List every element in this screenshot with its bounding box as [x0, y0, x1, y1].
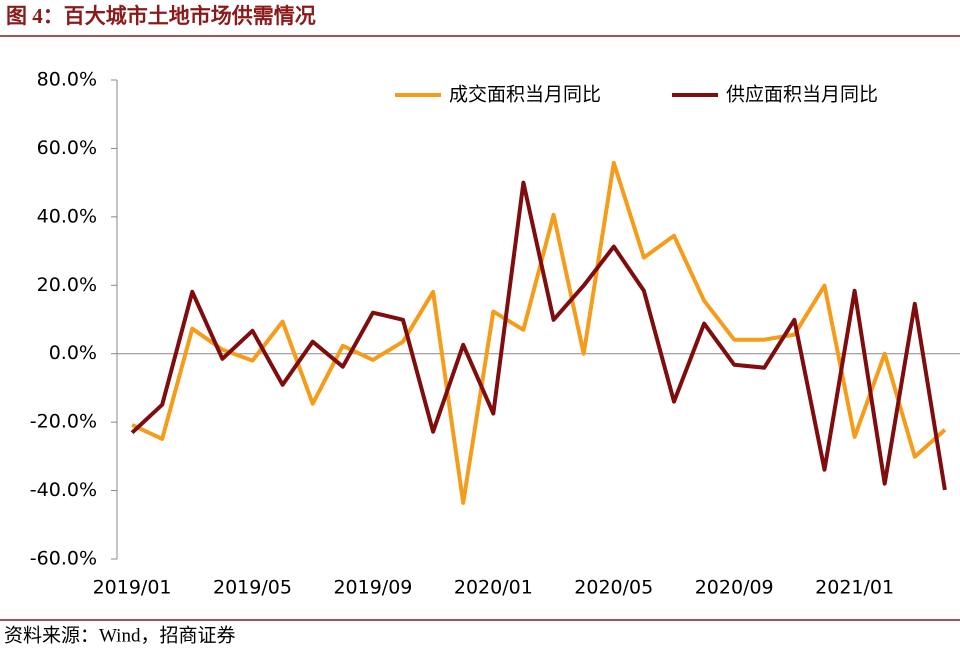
y-tick-label: 20.0% [37, 274, 97, 296]
chart-title: 图 4：百大城市土地市场供需情况 [6, 4, 316, 28]
x-tick-label: 2020/05 [574, 577, 653, 599]
series-line [131, 160, 947, 505]
x-tick-label: 2021/01 [815, 577, 894, 599]
x-tick-label: 2020/01 [454, 577, 533, 599]
legend-label: 成交面积当月同比 [449, 84, 601, 106]
x-tick-label: 2020/09 [695, 577, 774, 599]
y-tick-label: 40.0% [37, 205, 97, 227]
y-tick-label: -20.0% [30, 411, 97, 433]
x-tick-label: 2019/05 [213, 577, 292, 599]
legend-label: 供应面积当月同比 [726, 84, 878, 106]
y-tick-label: 60.0% [37, 137, 97, 159]
series-line [130, 180, 947, 491]
y-tick-label: 0.0% [49, 342, 97, 364]
x-tick-label: 2019/01 [93, 577, 172, 599]
y-tick-label: -60.0% [30, 548, 97, 570]
source-note: 资料来源：Wind，招商证券 [4, 624, 235, 646]
x-tick-label: 2019/09 [333, 577, 412, 599]
y-tick-label: 80.0% [37, 69, 97, 91]
y-tick-label: -40.0% [30, 479, 97, 501]
